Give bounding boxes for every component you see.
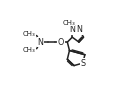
- Text: O: O: [58, 38, 64, 47]
- Text: S: S: [80, 59, 85, 68]
- Text: CH₃: CH₃: [23, 31, 36, 37]
- Text: N: N: [69, 25, 75, 34]
- Text: CH₃: CH₃: [23, 47, 36, 53]
- Text: N: N: [37, 38, 43, 47]
- Text: N: N: [77, 25, 83, 34]
- Text: CH₃: CH₃: [62, 20, 75, 26]
